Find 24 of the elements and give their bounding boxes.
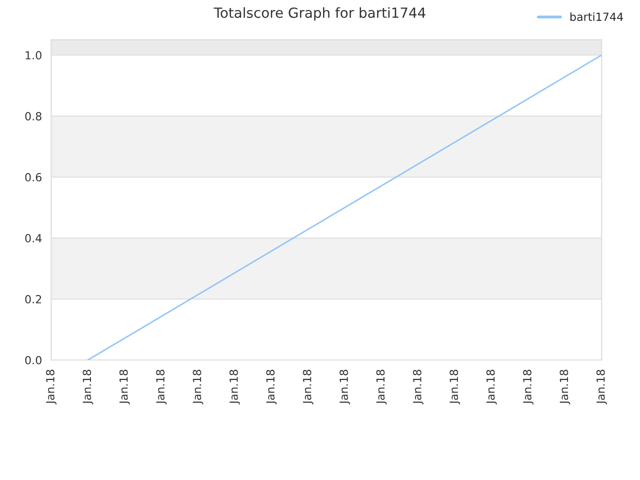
x-tick-label: Jan.18 <box>192 370 204 404</box>
y-tick-label: 0.4 <box>25 234 42 242</box>
x-tick-label: Jan.18 <box>376 370 387 404</box>
x-tick-label: Jan.18 <box>156 370 167 404</box>
x-tick-label: Jan.18 <box>486 370 497 404</box>
y-tick-label: 0.8 <box>25 112 42 120</box>
x-tick-label: Jan.18 <box>340 370 350 404</box>
y-tick-label: 0.2 <box>25 294 42 304</box>
y-tick-label: 0.0 <box>25 356 42 364</box>
chart-title: Totalscore Graph for barti1744 <box>214 7 426 21</box>
x-tick-label: Jan.18 <box>450 370 460 404</box>
x-tick-label: Jan.18 <box>82 370 94 404</box>
legend-label: barti1744 <box>570 12 623 21</box>
x-tick-label: Jan.18 <box>266 370 277 404</box>
y-tick-label: 0.6 <box>25 173 42 182</box>
x-tick-label: Jan.18 <box>46 370 56 404</box>
x-tick-label: Jan.18 <box>229 370 240 404</box>
x-tick-label: Jan.18 <box>412 370 424 404</box>
y-tick-label: 1.0 <box>26 51 42 60</box>
x-tick-label: Jan.18 <box>302 370 314 404</box>
x-tick-label: Jan.18 <box>119 370 130 404</box>
x-tick-label: Jan.18 <box>523 370 534 404</box>
x-tick-label: Jan.18 <box>560 370 570 404</box>
x-tick-label: Jan.18 <box>596 370 607 404</box>
